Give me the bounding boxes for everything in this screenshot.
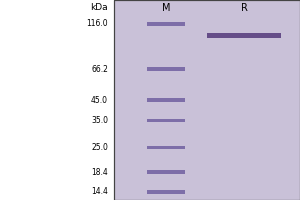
Bar [148,146,185,149]
Bar [148,119,185,122]
Text: 45.0: 45.0 [91,96,108,105]
Text: M: M [162,3,170,13]
Text: kDa: kDa [90,3,108,12]
Bar [148,22,185,26]
Text: 116.0: 116.0 [86,20,108,28]
Text: 14.4: 14.4 [91,188,108,196]
Bar [114,0,300,200]
Bar [148,67,185,71]
Text: 25.0: 25.0 [91,143,108,152]
Text: 18.4: 18.4 [91,168,108,177]
Bar [148,190,185,194]
Bar [148,170,185,174]
Bar [148,98,185,102]
Bar [207,33,281,38]
Text: R: R [241,3,247,13]
Text: 35.0: 35.0 [91,116,108,125]
Text: 66.2: 66.2 [91,65,108,74]
Bar [114,0,300,200]
